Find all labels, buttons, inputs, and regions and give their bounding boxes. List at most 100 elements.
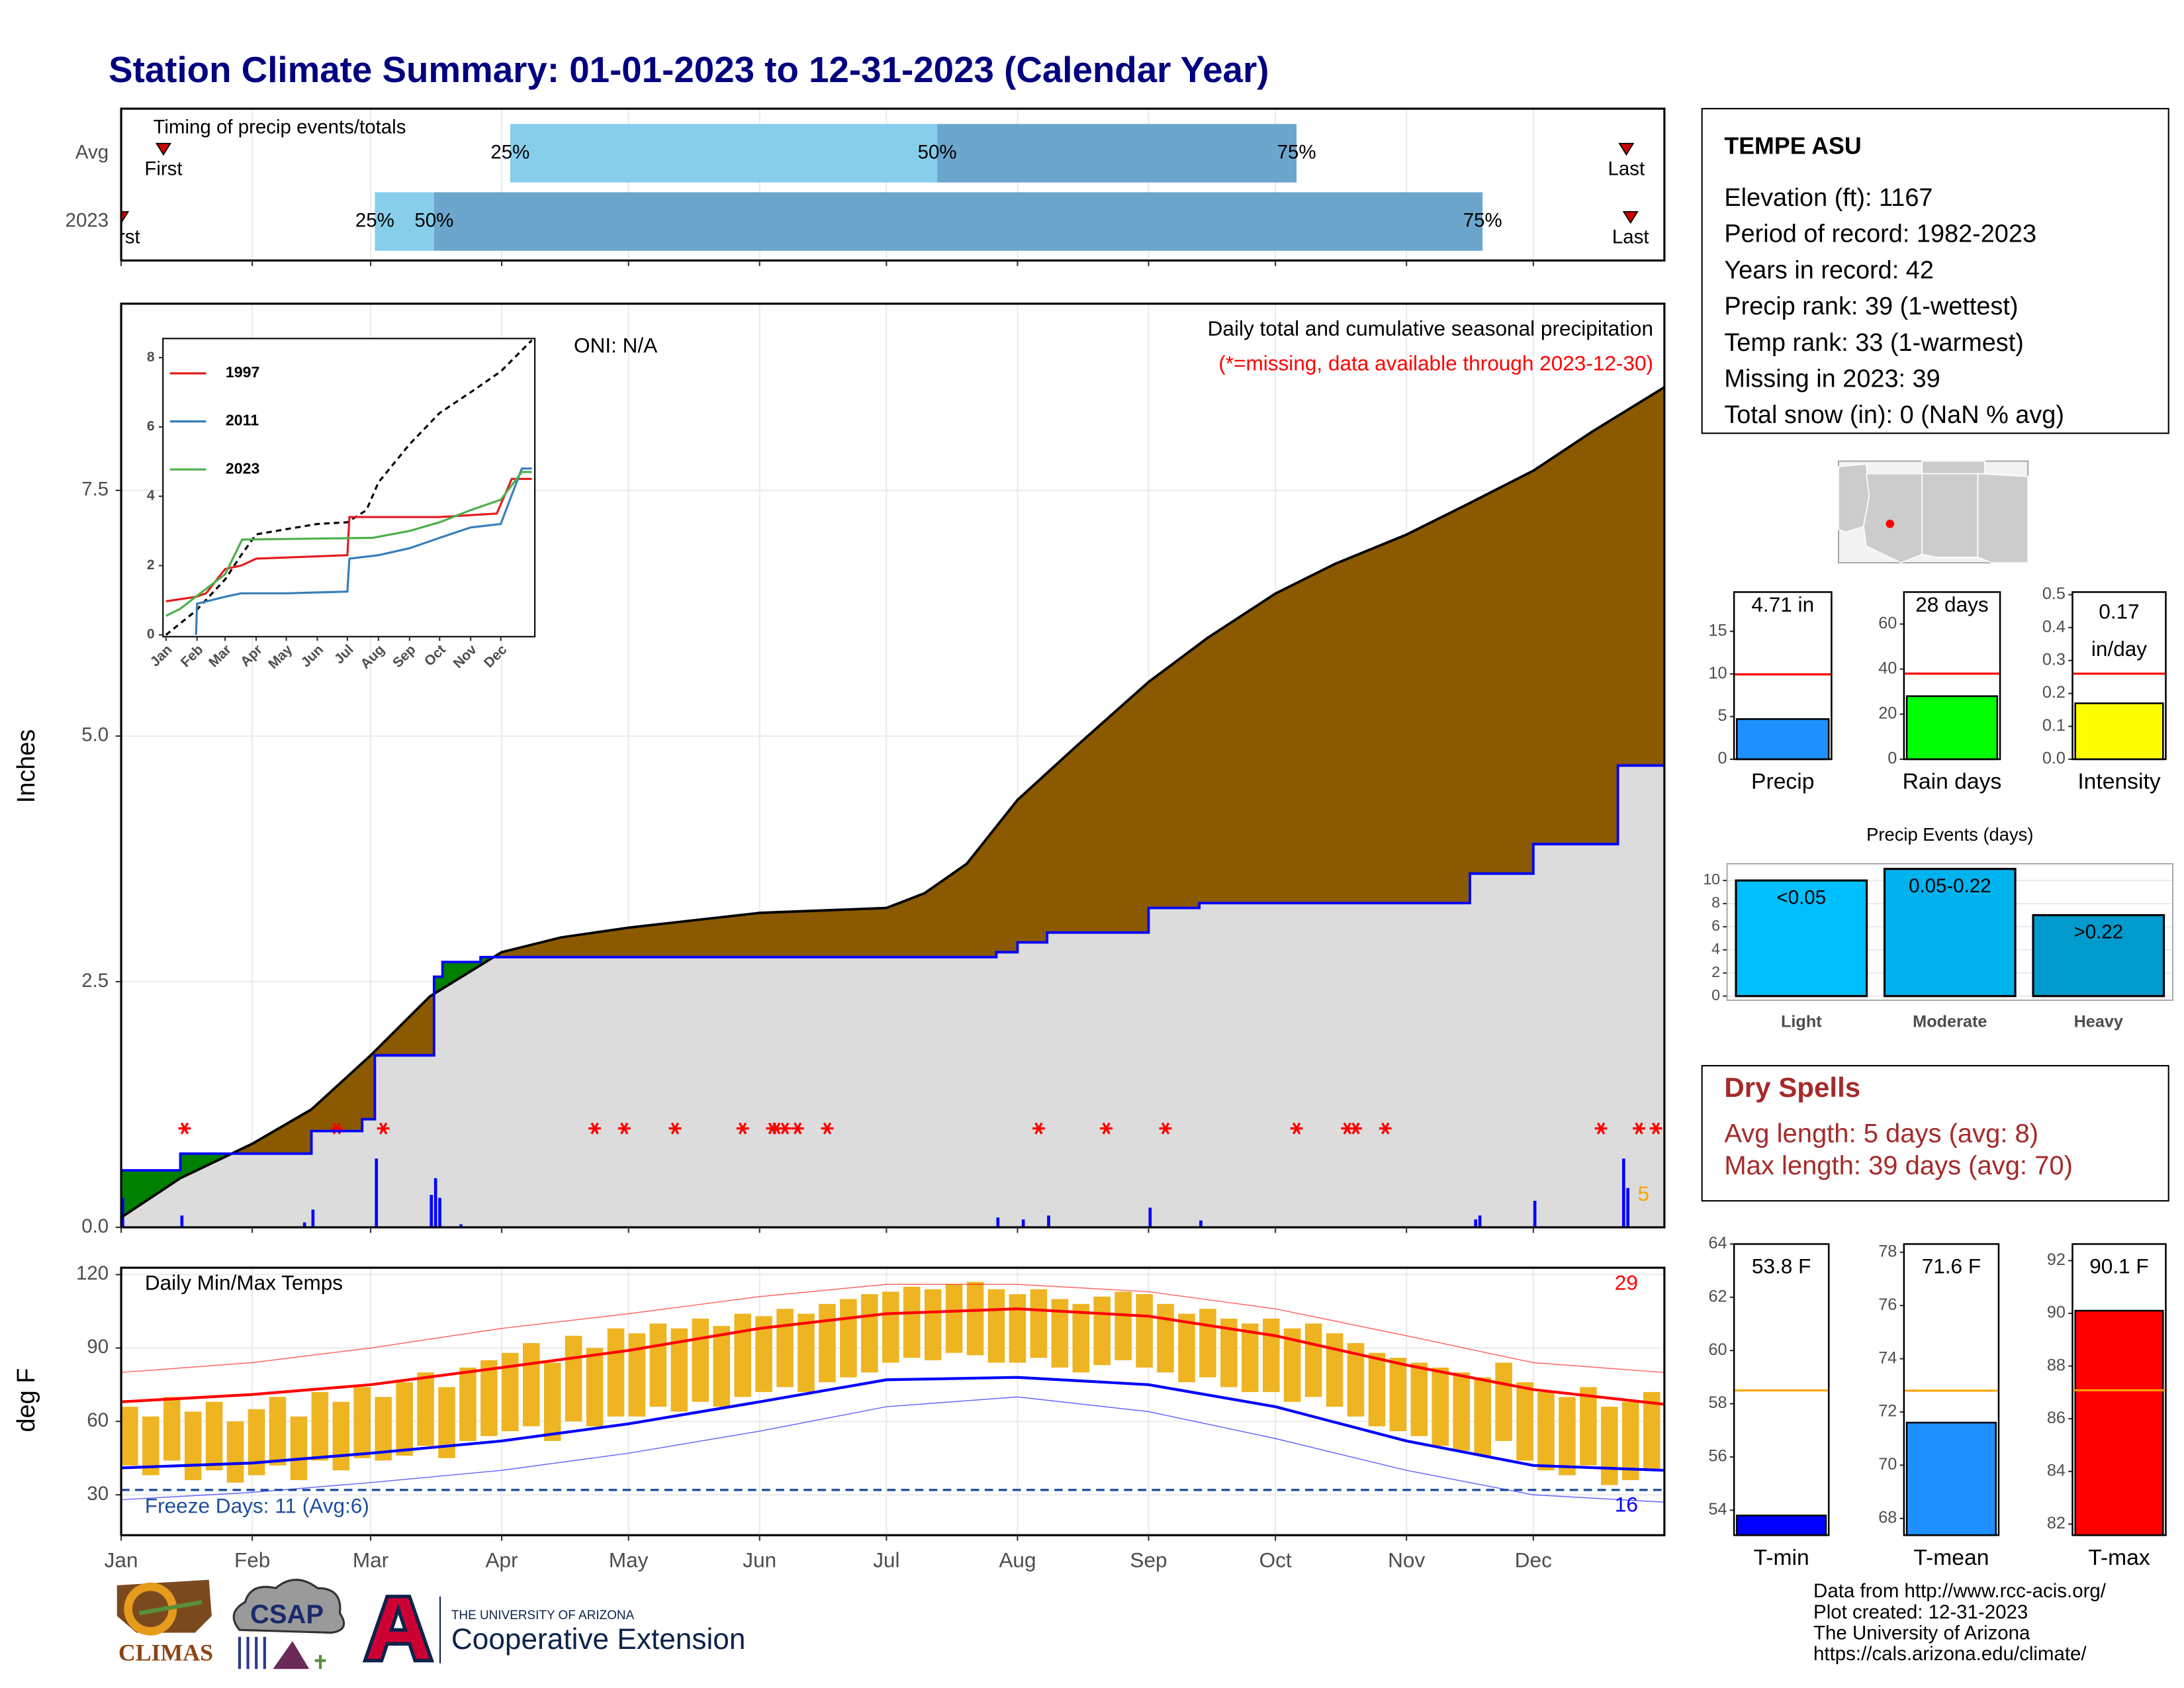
cold-count: 16 — [1615, 1492, 1638, 1516]
panel-border — [120, 1266, 1666, 1536]
station-line: Precip rank: 39 (1-wettest) — [1724, 293, 2018, 320]
timing-marker-label: Last — [1608, 158, 1645, 180]
temp-range-bar — [1030, 1289, 1048, 1358]
temp-range-bar — [1093, 1296, 1111, 1366]
annotation: ONI: N/A — [574, 333, 657, 357]
csap-text: CSAP — [250, 1600, 324, 1629]
category-label: Rain days — [1903, 770, 2002, 794]
daily-precip-bar — [1021, 1219, 1025, 1228]
daily-precip-bar — [1047, 1215, 1050, 1228]
timing-bar — [375, 192, 434, 251]
temp-range-bar — [121, 1407, 138, 1466]
category-label: Precip — [1751, 770, 1814, 794]
x-tick-label: Sep — [1130, 1548, 1167, 1571]
daily-precip-bar — [1474, 1219, 1478, 1228]
temp-range-bar — [1559, 1397, 1576, 1476]
temp-range-bar — [1199, 1309, 1216, 1378]
daily-precip-bar — [1199, 1220, 1203, 1228]
timing-marker — [1622, 211, 1639, 224]
y-tick-label: 72 — [1878, 1402, 1897, 1421]
value-label: 0.17 — [2099, 599, 2139, 623]
temp-range-bar — [987, 1289, 1005, 1363]
station-line: Period of record: 1982-2023 — [1724, 220, 2036, 248]
temp-range-bar — [1537, 1391, 1555, 1471]
y-tick-label: 62 — [1708, 1287, 1727, 1305]
footer-line: Data from http://www.rcc-acis.org/ — [1813, 1580, 2107, 1602]
x-tick-label: May — [609, 1548, 649, 1571]
temp-range-bar — [882, 1291, 899, 1363]
quantile-label: 25% — [490, 141, 529, 163]
bar — [1883, 868, 2017, 998]
temp-range-bar — [586, 1348, 604, 1427]
y-tick-label: 70 — [1878, 1455, 1897, 1474]
missing-marker — [1100, 1122, 1113, 1135]
temp-range-bar — [480, 1360, 498, 1436]
x-tick-label: Jun — [743, 1548, 776, 1571]
temp-range-bar — [248, 1409, 265, 1476]
page-title: Station Climate Summary: 01-01-2023 to 1… — [109, 49, 1269, 90]
extension-text: Cooperative Extension — [451, 1623, 746, 1656]
x-tick-label: Jan — [105, 1548, 138, 1571]
daily-precip-bar — [1148, 1207, 1152, 1228]
y-tick-label: 90 — [87, 1336, 109, 1358]
missing-marker — [1633, 1122, 1646, 1135]
timing-marker — [1618, 142, 1635, 156]
temp-range-bar — [1410, 1362, 1428, 1436]
daily-precip-bar — [433, 1178, 437, 1228]
temp-range-bar — [819, 1303, 836, 1383]
station-line: Temp rank: 33 (1-warmest) — [1724, 329, 2024, 357]
x-tick-label: Dec — [1515, 1548, 1552, 1571]
temp-range-bar — [163, 1397, 181, 1461]
daily-precip-bar — [1533, 1200, 1537, 1228]
temp-range-bar — [1621, 1401, 1639, 1480]
footer-line: Plot created: 12-31-2023 — [1813, 1601, 2028, 1623]
temp-range-bar — [396, 1382, 413, 1456]
bar — [1735, 879, 1868, 998]
y-tick-label: 6 — [1711, 917, 1720, 934]
temp-range-bar — [1051, 1299, 1069, 1368]
panel-title: Daily Min/Max Temps — [145, 1271, 343, 1295]
value-label: 4.71 in — [1751, 592, 1814, 616]
y-tick-label: 58 — [1708, 1393, 1727, 1412]
hot-count: 29 — [1615, 1271, 1638, 1295]
x-tick-label: Feb — [234, 1548, 270, 1571]
y-tick-label: 92 — [2047, 1250, 2066, 1269]
location-map — [1838, 460, 2028, 564]
category-label: Intensity — [2077, 770, 2161, 794]
footer-line: https://cals.arizona.edu/climate/ — [1813, 1643, 2087, 1665]
y-tick-label: 0.1 — [2042, 716, 2066, 735]
temp-range-bar — [1643, 1391, 1661, 1471]
x-tick-label: Oct — [1259, 1548, 1292, 1571]
y-tick-label: 0.4 — [2042, 618, 2066, 636]
timing-marker — [155, 142, 172, 156]
temp-range-bar — [692, 1318, 709, 1402]
inset-line — [165, 339, 533, 636]
inset-line — [165, 477, 532, 602]
y-tick-label: 56 — [1708, 1447, 1727, 1466]
y-tick-label: 2.5 — [81, 970, 109, 992]
temp-range-bar — [1242, 1323, 1259, 1392]
temp-range-bar — [226, 1421, 244, 1483]
daily-precip-bar — [121, 1197, 124, 1228]
value-label: 71.6 F — [1922, 1254, 1981, 1278]
panel-subtitle: (*=missing, data available through 2023-… — [1218, 352, 1653, 375]
y-tick-label: 86 — [2047, 1409, 2066, 1427]
normal-line — [121, 1396, 1664, 1503]
x-tick-label: Heavy — [2074, 1012, 2123, 1031]
inset-line — [165, 471, 532, 617]
y-tick-label: 0.0 — [2042, 749, 2066, 768]
university-text: THE UNIVERSITY OF ARIZONA — [451, 1609, 635, 1622]
timing-marker-label: First — [144, 158, 182, 180]
temp-range-bar — [1432, 1367, 1449, 1446]
temp-range-bar — [1304, 1323, 1322, 1397]
range-label: 0.05-0.22 — [1909, 875, 1991, 897]
category-label: T-min — [1754, 1546, 1809, 1570]
missing-marker — [178, 1122, 191, 1135]
missing-marker — [1649, 1122, 1662, 1135]
temp-range-bar — [311, 1391, 329, 1461]
y-tick-label: 20 — [1878, 704, 1897, 723]
y-tick-label: 90 — [2047, 1303, 2066, 1322]
daily-precip-bar — [311, 1209, 315, 1228]
y-tick-label: 88 — [2047, 1356, 2066, 1374]
temp-range-bar — [607, 1328, 625, 1417]
